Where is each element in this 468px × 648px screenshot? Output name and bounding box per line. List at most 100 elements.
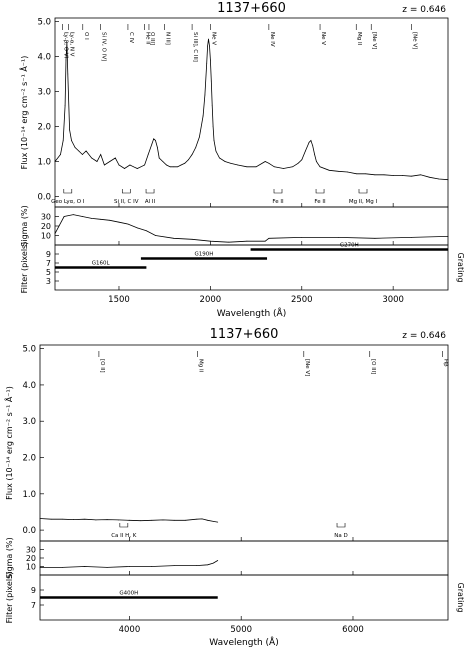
sigma-data-point [91,218,92,219]
flux-data-point [347,171,348,173]
x-tick-label: 4000 [119,625,141,635]
flux-data-point [217,521,219,523]
flux-data-point [144,164,145,166]
x-tick-label: 3000 [382,295,404,305]
flux-data-point [95,519,97,521]
absorption-marker [315,189,325,194]
flux-data-point [199,136,200,138]
flux-y-tick-label: 1.0 [37,158,51,168]
flux-data-point [133,166,135,168]
flux-data-point [129,519,130,521]
flux-y-tick-label: 0.0 [22,526,36,536]
flux-data-point [54,161,56,162]
flux-data-point [447,179,449,181]
flux-data-point [117,519,119,521]
flux-data-point [147,154,149,155]
grating-label: G160L [92,261,111,267]
flux-data-point [273,166,275,168]
flux-data-point [255,166,257,168]
flux-y-tick-label: 0.0 [37,193,51,203]
flux-panel-frame [54,17,449,208]
flux-data-point [162,519,164,521]
flux-data-point [103,164,105,166]
sigma-data-point [207,564,209,566]
absorption-marker [273,189,283,194]
sigma-data-point [447,236,449,237]
flux-data-point [64,105,66,106]
absorption-label: Na D [334,533,347,539]
flux-data-point [211,105,213,106]
flux-data-point [392,175,394,176]
flux-data-point [84,518,86,520]
sigma-data-point [173,237,175,239]
flux-y-tick-label: 5.0 [22,345,36,355]
flux-data-point [188,159,189,161]
sigma-data-point [118,221,120,223]
flux-data-point [114,157,116,159]
flux-data-point [177,166,178,168]
emission-line-label: N III] [165,32,171,45]
flux-data-point [136,168,138,169]
emission-line-label: [O II] [99,359,105,373]
flux-data-point [67,73,69,75]
grating-label: G270H [340,243,359,249]
flux-data-point [196,518,197,520]
grating-label: G400H [119,591,138,597]
x-axis-label: Wavelength (Å) [209,636,278,648]
sigma-data-point [268,237,270,239]
sigma-y-tick-label: 20 [26,554,36,563]
flux-data-point [283,168,284,169]
flux-data-point [184,162,186,164]
flux-data-point [207,45,209,47]
flux-data-point [91,157,92,159]
sigma-data-point [84,566,86,567]
flux-data-point [71,140,72,141]
flux-data-point [212,521,214,522]
filter-y-tick-label: 9 [46,250,51,259]
filter-y-tick-label: 7 [31,601,36,610]
flux-y-tick-label: 4.0 [37,53,51,63]
chart-title: 1137+660 [217,1,286,16]
emission-line-label: Ly-α, N V [69,32,75,57]
absorption-marker [63,189,73,194]
sigma-data-point [228,241,230,243]
flux-data-point [78,150,80,152]
emission-line-label: He II [145,32,151,45]
flux-data-point [429,176,431,178]
flux-data-point [365,173,367,175]
absorption-marker [145,189,155,194]
flux-data-point [60,154,61,155]
absorption-marker [119,523,129,528]
flux-data-point [209,59,211,61]
flux-data-point [420,174,421,176]
flux-y-tick-label: 5.0 [37,18,51,28]
flux-data-point [180,164,182,166]
flux-data-point [204,94,206,96]
flux-y-tick-label: 2.0 [22,454,36,464]
flux-panel-frame [39,344,449,542]
sigma-data-point [63,216,65,217]
flux-data-point [66,42,68,43]
emission-line-label: C IV [128,32,134,43]
flux-data-point [314,154,315,155]
x-tick-label: 2000 [200,295,222,305]
flux-data-point [374,174,376,176]
flux-data-point [39,518,41,519]
sigma-data-point [209,240,211,242]
flux-data-point [237,164,239,166]
sigma-data-point [155,235,156,236]
x-tick-label: 2500 [291,295,313,305]
emission-line-label: [O III] [370,359,376,374]
flux-data-point [215,150,217,152]
optical-spectrum-chart: 1137+660 z = 0.646 4000 5000 6000 Wavelength … [3,327,465,648]
flux-series-line [54,38,449,181]
flux-series-line [39,518,218,523]
emission-line-label: [Ne V] [371,32,377,49]
flux-data-point [195,147,197,148]
absorption-label: Ca II H, K [111,533,137,539]
sigma-series-line [54,214,449,243]
flux-data-point [206,63,208,64]
flux-data-point [264,161,266,162]
flux-data-point [82,154,83,155]
flux-data-point [118,164,120,166]
